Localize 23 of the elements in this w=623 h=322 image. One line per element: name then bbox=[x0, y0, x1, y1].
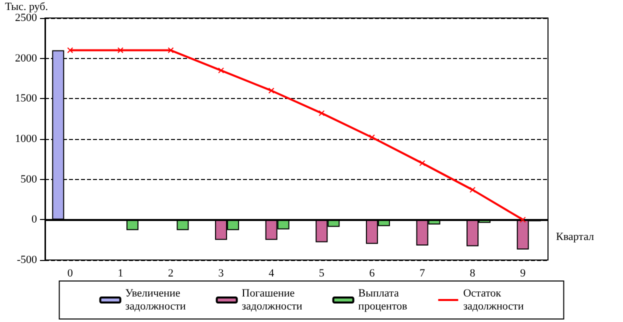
x-tick-label: 0 bbox=[67, 268, 74, 280]
x-tick-label: 4 bbox=[268, 268, 275, 280]
y-tick-label: 500 bbox=[20, 173, 38, 186]
y-axis-title: Тыс. руб. bbox=[5, 1, 48, 14]
x-tick-label: 1 bbox=[118, 268, 124, 280]
legend-label: Выплата процентов bbox=[358, 288, 408, 312]
x-tick-label: 5 bbox=[318, 268, 325, 280]
y-tick-label: 2500 bbox=[15, 12, 38, 24]
y-tick-label: 1000 bbox=[15, 133, 38, 145]
y-tick-label: -500 bbox=[16, 254, 38, 266]
x-axis-title: Квартал bbox=[556, 231, 595, 244]
x-tick-label: 9 bbox=[520, 268, 526, 280]
x-tick-label: 2 bbox=[168, 268, 174, 280]
y-tick-label: 0 bbox=[32, 214, 38, 226]
legend-label: Увеличение задолжности bbox=[125, 288, 186, 312]
legend-label: Остаток задолжности bbox=[463, 288, 524, 312]
y-tick-label: 1500 bbox=[15, 92, 38, 105]
y-tick-label: 2000 bbox=[15, 52, 38, 64]
x-tick-label: 7 bbox=[420, 268, 426, 280]
x-tick-label: 6 bbox=[369, 268, 376, 280]
x-tick-label: 3 bbox=[218, 268, 224, 280]
legend-label: Погашение задолжности bbox=[242, 288, 302, 312]
x-tick-label: 8 bbox=[470, 268, 476, 280]
